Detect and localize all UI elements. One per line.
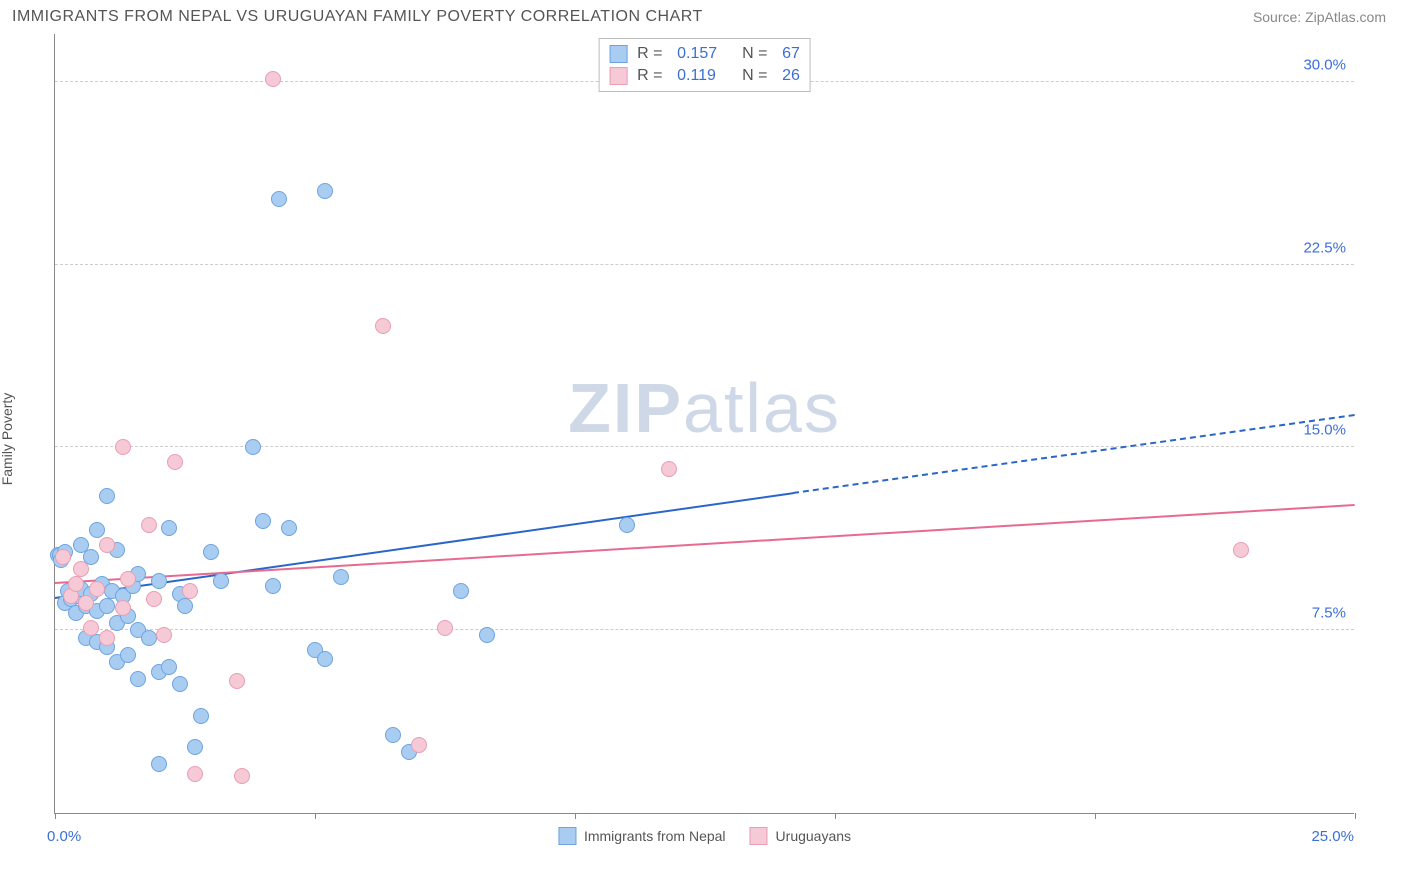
data-point xyxy=(317,183,333,199)
data-point xyxy=(453,583,469,599)
data-point xyxy=(375,318,391,334)
data-point xyxy=(120,571,136,587)
legend-swatch xyxy=(609,67,627,85)
legend-item: Immigrants from Nepal xyxy=(558,827,726,845)
r-label: R = xyxy=(637,67,667,85)
data-point xyxy=(479,627,495,643)
data-point xyxy=(193,708,209,724)
data-point xyxy=(661,461,677,477)
legend-series: Immigrants from Nepal Uruguayans xyxy=(558,827,851,845)
chart-title: IMMIGRANTS FROM NEPAL VS URUGUAYAN FAMIL… xyxy=(12,8,703,26)
data-point xyxy=(99,598,115,614)
data-point xyxy=(172,676,188,692)
data-point xyxy=(182,583,198,599)
data-point xyxy=(213,573,229,589)
data-point xyxy=(265,578,281,594)
data-point xyxy=(234,768,250,784)
n-label: N = xyxy=(742,45,772,63)
data-point xyxy=(89,522,105,538)
data-point xyxy=(156,627,172,643)
source-prefix: Source: xyxy=(1253,9,1305,25)
trend-line xyxy=(793,414,1355,494)
data-point xyxy=(271,191,287,207)
gridline xyxy=(55,629,1354,630)
chart: Family Poverty ZIPatlas 7.5%15.0%22.5%30… xyxy=(12,34,1392,844)
data-point xyxy=(203,544,219,560)
legend-item: Uruguayans xyxy=(750,827,852,845)
data-point xyxy=(265,71,281,87)
data-point xyxy=(141,517,157,533)
data-point xyxy=(151,756,167,772)
x-tick-mark xyxy=(1355,813,1356,819)
x-tick-label: 25.0% xyxy=(1311,828,1354,845)
data-point xyxy=(141,630,157,646)
x-tick-mark xyxy=(315,813,316,819)
data-point xyxy=(78,595,94,611)
r-value: 0.157 xyxy=(677,45,732,63)
data-point xyxy=(281,520,297,536)
data-point xyxy=(120,647,136,663)
data-point xyxy=(161,520,177,536)
data-point xyxy=(68,576,84,592)
legend-row: R = 0.119 N = 26 xyxy=(609,65,800,87)
x-tick-label: 0.0% xyxy=(47,828,81,845)
gridline xyxy=(55,264,1354,265)
data-point xyxy=(411,737,427,753)
y-tick-label: 22.5% xyxy=(1303,239,1346,256)
data-point xyxy=(187,739,203,755)
n-value: 67 xyxy=(782,45,800,63)
data-point xyxy=(619,517,635,533)
y-tick-label: 7.5% xyxy=(1312,605,1346,622)
data-point xyxy=(161,659,177,675)
x-tick-mark xyxy=(1095,813,1096,819)
r-label: R = xyxy=(637,45,667,63)
source-name: ZipAtlas.com xyxy=(1305,9,1386,25)
source: Source: ZipAtlas.com xyxy=(1253,9,1386,25)
series-label: Uruguayans xyxy=(776,828,852,844)
x-tick-mark xyxy=(575,813,576,819)
data-point xyxy=(245,439,261,455)
data-point xyxy=(146,591,162,607)
plot-area: ZIPatlas 7.5%15.0%22.5%30.0%0.0%25.0%R =… xyxy=(54,34,1354,814)
data-point xyxy=(99,537,115,553)
data-point xyxy=(151,573,167,589)
data-point xyxy=(73,561,89,577)
data-point xyxy=(83,620,99,636)
data-point xyxy=(437,620,453,636)
data-point xyxy=(115,600,131,616)
watermark: ZIPatlas xyxy=(568,368,841,448)
y-tick-label: 30.0% xyxy=(1303,56,1346,73)
data-point xyxy=(99,630,115,646)
data-point xyxy=(167,454,183,470)
data-point xyxy=(385,727,401,743)
y-axis-label: Family Poverty xyxy=(0,393,15,486)
data-point xyxy=(177,598,193,614)
n-label: N = xyxy=(742,67,772,85)
legend-swatch xyxy=(750,827,768,845)
data-point xyxy=(115,439,131,455)
x-tick-mark xyxy=(835,813,836,819)
legend-swatch xyxy=(558,827,576,845)
legend-correlation: R = 0.157 N = 67 R = 0.119 N = 26 xyxy=(598,38,811,92)
data-point xyxy=(55,549,71,565)
data-point xyxy=(317,651,333,667)
trend-line xyxy=(55,504,1355,584)
data-point xyxy=(229,673,245,689)
data-point xyxy=(1233,542,1249,558)
n-value: 26 xyxy=(782,67,800,85)
data-point xyxy=(255,513,271,529)
header: IMMIGRANTS FROM NEPAL VS URUGUAYAN FAMIL… xyxy=(0,0,1406,34)
legend-row: R = 0.157 N = 67 xyxy=(609,43,800,65)
data-point xyxy=(99,488,115,504)
legend-swatch xyxy=(609,45,627,63)
series-label: Immigrants from Nepal xyxy=(584,828,726,844)
r-value: 0.119 xyxy=(677,67,732,85)
data-point xyxy=(333,569,349,585)
data-point xyxy=(89,581,105,597)
data-point xyxy=(130,671,146,687)
x-tick-mark xyxy=(55,813,56,819)
data-point xyxy=(187,766,203,782)
y-tick-label: 15.0% xyxy=(1303,422,1346,439)
